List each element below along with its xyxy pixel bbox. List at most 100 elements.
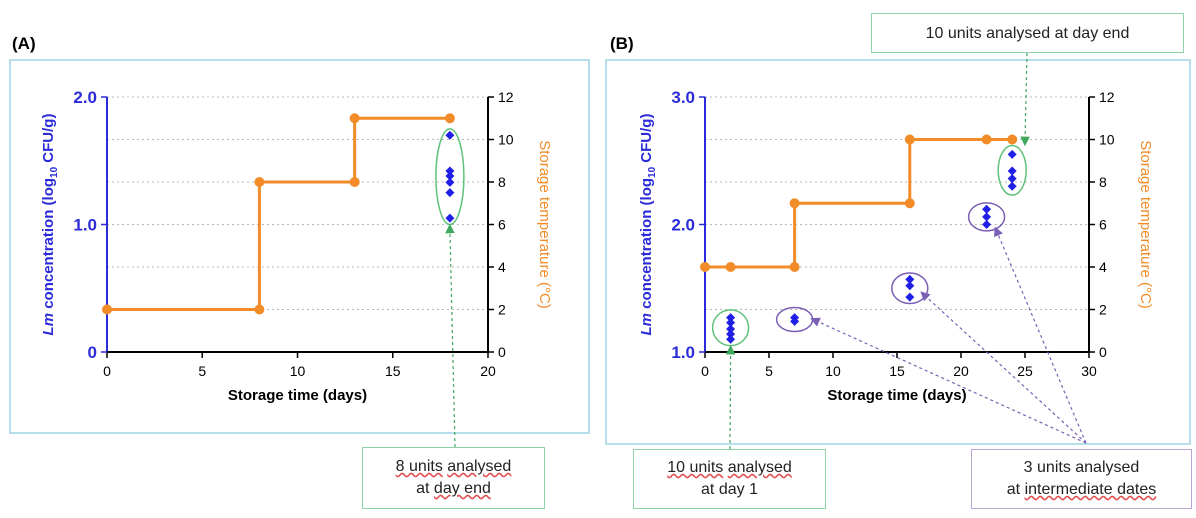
concentration-point (1007, 149, 1017, 159)
temperature-point (789, 198, 800, 209)
x-tick-label: 10 (290, 363, 306, 379)
concentration-point (445, 130, 455, 140)
connector-b-int-day22 (994, 226, 1087, 444)
y-right-tick-label: 2 (1099, 302, 1107, 318)
y-right-tick-label: 8 (498, 174, 506, 190)
y-right-tick-label: 10 (1099, 132, 1115, 148)
callout-a-day-end: 8 units analysed at day end (362, 447, 545, 509)
y-label-rest: concentration (log (638, 178, 655, 313)
chart-b: 0 5 10 15 20 25 30 1.0 2.0 3.0 0 2 4 6 8 10 12 Storage ti… (638, 88, 1154, 404)
connector-b-int-day16 (920, 291, 1087, 444)
concentration-point (445, 177, 455, 187)
connector-b-day-1 (725, 344, 736, 450)
y-right-tick-label: 6 (498, 217, 506, 233)
callout-bi-line2-b: intermediate dates (1024, 481, 1157, 498)
y-axis-left-label: Lm concentration (log10 CFU/g) (638, 114, 658, 336)
panel-b-label: (B) (610, 34, 634, 53)
temperature-point (904, 134, 915, 145)
callout-a-line1-c: analysed (447, 458, 512, 475)
temperature-point (254, 177, 265, 187)
x-tick-label: 25 (1017, 363, 1033, 379)
x-tick-label: 30 (1081, 363, 1097, 379)
concentration-point (445, 171, 455, 181)
concentration-point (982, 220, 992, 229)
y-right-tick-label: 4 (498, 259, 506, 275)
temperature-point (1007, 134, 1018, 145)
connector-b-day-end (1020, 52, 1030, 147)
callout-b1-line2: at day 1 (701, 481, 758, 498)
x-tick-label: 5 (198, 363, 206, 379)
y-right-tick-label: 2 (498, 302, 506, 318)
x-tick-label: 15 (889, 363, 905, 379)
y-right-tick-label: 0 (1099, 344, 1107, 360)
concentration-point (1007, 166, 1017, 176)
connector-a-day-end (445, 223, 456, 448)
y-right-tick-label: 12 (498, 89, 514, 105)
y-left-tick-label: 2.0 (671, 216, 695, 235)
concentration-point (726, 318, 736, 328)
concentration-point (726, 329, 736, 339)
temperature-point (789, 262, 800, 272)
callout-b-day-1: 10 units analysed at day 1 (633, 449, 826, 509)
x-tick-label: 15 (385, 363, 401, 379)
y-label-rest: concentration (log (40, 178, 57, 313)
y-axis-right-label: Storage temperature (°C) (536, 140, 553, 309)
temperature-point (349, 113, 360, 124)
callout-bi-line2-a: at (1006, 481, 1025, 498)
y-left-tick-label: 1.0 (73, 216, 97, 235)
x-tick-label: 20 (480, 363, 496, 379)
y-label-tail: CFU/g) (40, 114, 57, 167)
callout-bi-line1: 3 units analysed (1023, 459, 1140, 476)
temperature-point (904, 198, 915, 209)
concentration-point (726, 324, 736, 334)
concentration-point (445, 213, 455, 223)
x-tick-label: 20 (953, 363, 969, 379)
x-axis-label: Storage time (days) (228, 387, 367, 404)
concentration-point (1007, 181, 1017, 191)
callout-a-line2-a: at (416, 480, 434, 497)
temperature-point (102, 304, 112, 315)
y-label-sub: 10 (49, 166, 60, 178)
temperature-point (700, 262, 710, 272)
callout-b-day-end-text: 10 units analysed at day end (925, 25, 1130, 42)
y-right-tick-label: 6 (1099, 217, 1107, 233)
concentration-point (905, 274, 915, 284)
temperature-point (349, 177, 360, 187)
callout-b1-line1-c: analysed (727, 459, 792, 476)
concentration-point (905, 281, 915, 291)
y-left-tick-label: 1.0 (671, 343, 695, 362)
callout-a-line1-a: 8 units (395, 458, 443, 475)
panel-a-label: (A) (12, 34, 36, 53)
y-left-tick-label: 3.0 (671, 88, 695, 107)
y-right-tick-label: 12 (1099, 89, 1115, 105)
y-right-tick-label: 4 (1099, 259, 1107, 275)
group-ellipse (891, 272, 929, 305)
connector-b-int-day7 (810, 317, 1087, 444)
concentration-point (445, 188, 455, 198)
temperature-point (254, 304, 265, 315)
panel-b-frame (605, 59, 1191, 445)
y-left-tick-label: 0 (88, 343, 97, 362)
y-axis-left-label: Lm concentration (log10 CFU/g) (40, 114, 60, 336)
x-tick-label: 0 (103, 363, 111, 379)
callout-b-day-end: 10 units analysed at day end (871, 13, 1184, 53)
temperature-line (107, 116, 450, 311)
y-right-tick-label: 0 (498, 344, 506, 360)
y-right-tick-label: 10 (498, 132, 514, 148)
concentration-point (982, 204, 992, 214)
y-label-sub: 10 (647, 166, 658, 178)
concentration-point (982, 212, 992, 222)
y-label-italic: Lm (40, 313, 57, 336)
y-label-tail: CFU/g) (638, 114, 655, 167)
concentration-point (905, 292, 915, 302)
temperature-point (981, 134, 992, 145)
temperature-point (725, 262, 736, 272)
concentration-point (1007, 174, 1017, 184)
y-label-italic: Lm (638, 313, 655, 336)
callout-a-line2-b: day end (433, 480, 491, 497)
group-ellipse (967, 202, 1006, 232)
callout-b1-line1-a: 10 units (667, 459, 724, 476)
